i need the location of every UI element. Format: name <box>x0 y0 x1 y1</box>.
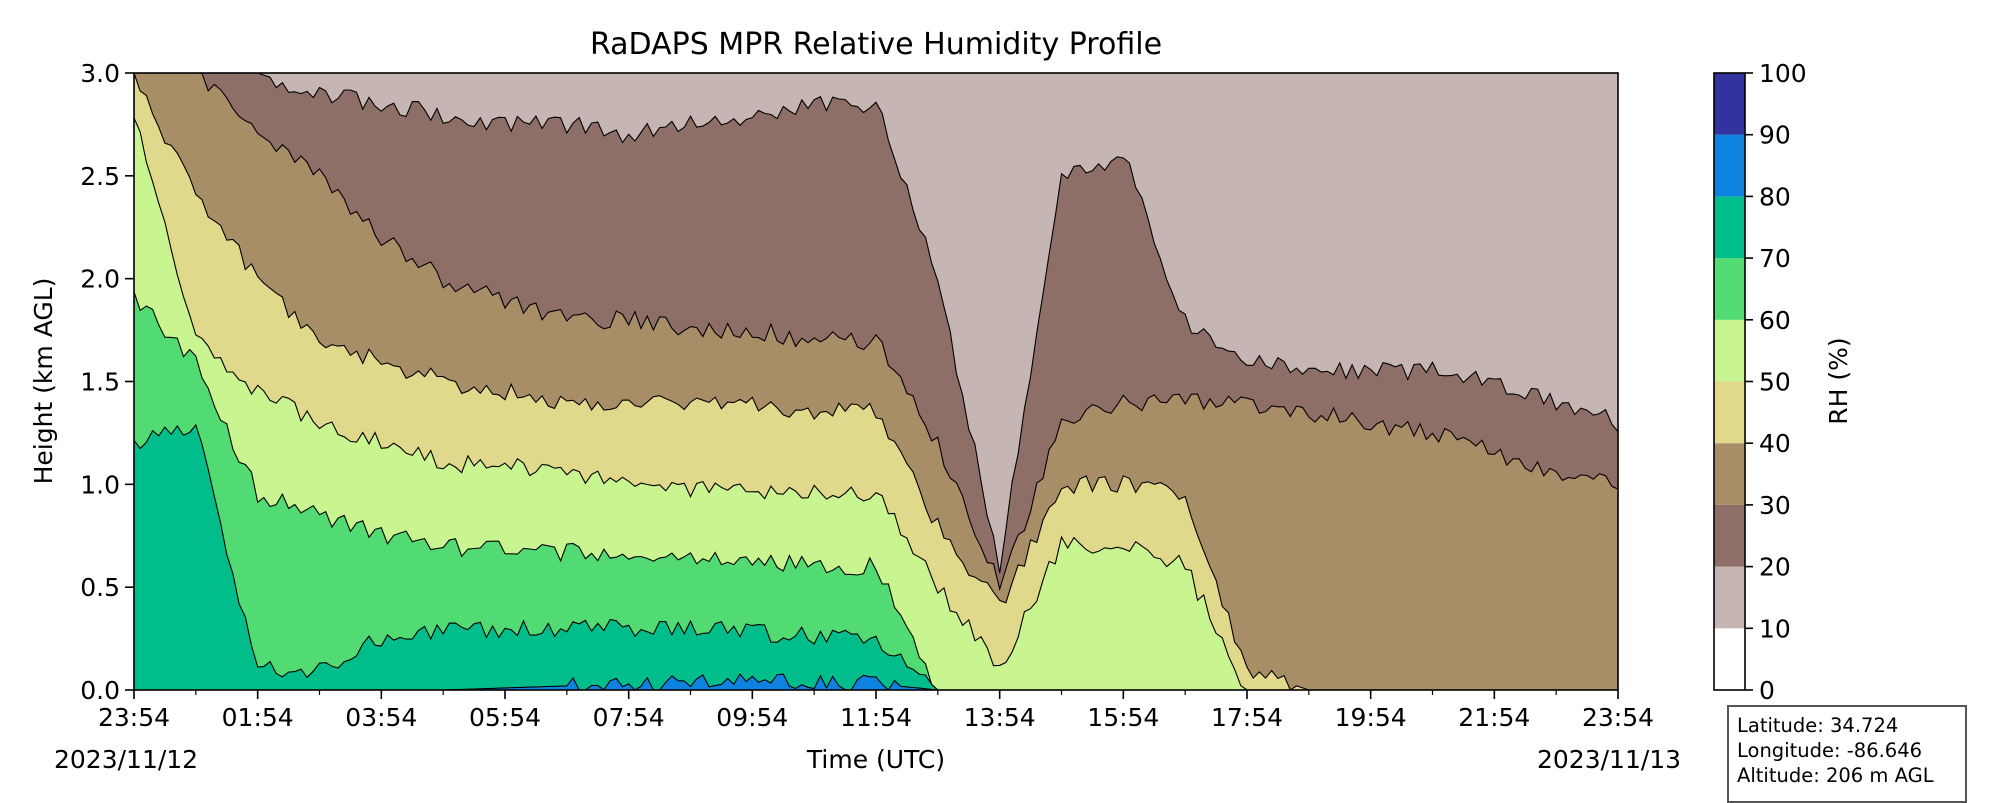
colorbar-swatch-90-100 <box>1714 73 1745 135</box>
colorbar-swatch-60-70 <box>1714 258 1745 320</box>
x-tick-label: 01:54 <box>222 703 294 732</box>
x-tick-label: 11:54 <box>840 703 912 732</box>
colorbar-swatch-30-40 <box>1714 443 1745 505</box>
colorbar-tick-label: 10 <box>1759 614 1791 643</box>
x-tick-label: 21:54 <box>1458 703 1530 732</box>
end-date-label: 2023/11/13 <box>1537 745 1681 774</box>
x-tick-label: 05:54 <box>469 703 541 732</box>
y-tick-label: 0.0 <box>80 676 120 705</box>
colorbar-tick-label: 90 <box>1759 121 1791 150</box>
colorbar: 0 10 20 30 40 50 60 70 80 90 100 <box>1713 59 1807 705</box>
plot-area <box>134 73 1618 690</box>
colorbar-swatch-0-10 <box>1714 628 1745 690</box>
colorbar-swatch-50-60 <box>1714 319 1745 382</box>
colorbar-tick-label: 70 <box>1759 244 1791 273</box>
colorbar-tick-label: 30 <box>1759 491 1791 520</box>
station-info-box: Latitude: 34.724 Longitude: -86.646 Alti… <box>1727 705 1967 803</box>
rh-band-50-60 <box>134 117 1618 690</box>
rh-band-60-70 <box>134 291 1618 690</box>
rh-band-80-90 <box>134 673 1618 690</box>
colorbar-tick-label: 100 <box>1759 59 1807 88</box>
contour-line-rh-60 <box>134 291 1618 690</box>
x-tick-label: 13:54 <box>964 703 1036 732</box>
y-tick-label: 1.5 <box>80 368 120 397</box>
start-date-label: 2023/11/12 <box>54 745 198 774</box>
chart-title: RaDAPS MPR Relative Humidity Profile <box>590 27 1162 62</box>
colorbar-tick-label: 20 <box>1759 553 1791 582</box>
latitude-text: Latitude: 34.724 <box>1737 714 1899 737</box>
x-tick-label: 09:54 <box>716 703 788 732</box>
colorbar-swatch-70-80 <box>1714 196 1745 259</box>
y-axis: 0.0 0.5 1.0 1.5 2.0 2.5 3.0 <box>80 59 134 705</box>
y-tick-label: 2.5 <box>80 162 120 191</box>
y-tick-label: 2.0 <box>80 265 120 294</box>
y-axis-label: Height (km AGL) <box>29 278 58 485</box>
colorbar-tick-label: 50 <box>1759 368 1791 397</box>
x-axis: 23:54 01:54 03:54 05:54 07:54 09:54 11:54 13:54… <box>98 690 1654 732</box>
colorbar-tick-label: 60 <box>1759 306 1791 335</box>
contour-line-rh-50 <box>134 117 1618 690</box>
altitude-text: Altitude: 206 m AGL <box>1737 764 1934 787</box>
colorbar-swatch-10-20 <box>1714 566 1745 629</box>
x-tick-label: 03:54 <box>345 703 417 732</box>
colorbar-label: RH (%) <box>1824 337 1853 424</box>
longitude-text: Longitude: -86.646 <box>1737 739 1923 762</box>
x-tick-label: 23:54 <box>1582 703 1654 732</box>
y-tick-label: 1.0 <box>80 470 120 499</box>
contour-line-rh-40 <box>134 73 1618 690</box>
colorbar-swatch-80-90 <box>1714 134 1745 197</box>
colorbar-swatch-20-30 <box>1714 504 1745 567</box>
colorbar-tick-label: 0 <box>1759 676 1775 705</box>
contour-line-rh-80 <box>134 672 1618 690</box>
x-tick-label: 23:54 <box>98 703 170 732</box>
contour-line-rh-70 <box>134 423 1618 690</box>
contour-line-rh-30 <box>134 73 1618 592</box>
colorbar-tick-label: 40 <box>1759 429 1791 458</box>
x-tick-label: 07:54 <box>593 703 665 732</box>
x-axis-label: Time (UTC) <box>806 745 945 774</box>
y-tick-label: 0.5 <box>80 573 120 602</box>
colorbar-tick-label: 80 <box>1759 182 1791 211</box>
x-tick-label: 19:54 <box>1335 703 1407 732</box>
contour-line-rh-20 <box>134 73 1618 574</box>
x-tick-label: 15:54 <box>1087 703 1159 732</box>
colorbar-swatch-40-50 <box>1714 381 1745 444</box>
y-tick-label: 3.0 <box>80 59 120 88</box>
x-tick-label: 17:54 <box>1211 703 1283 732</box>
